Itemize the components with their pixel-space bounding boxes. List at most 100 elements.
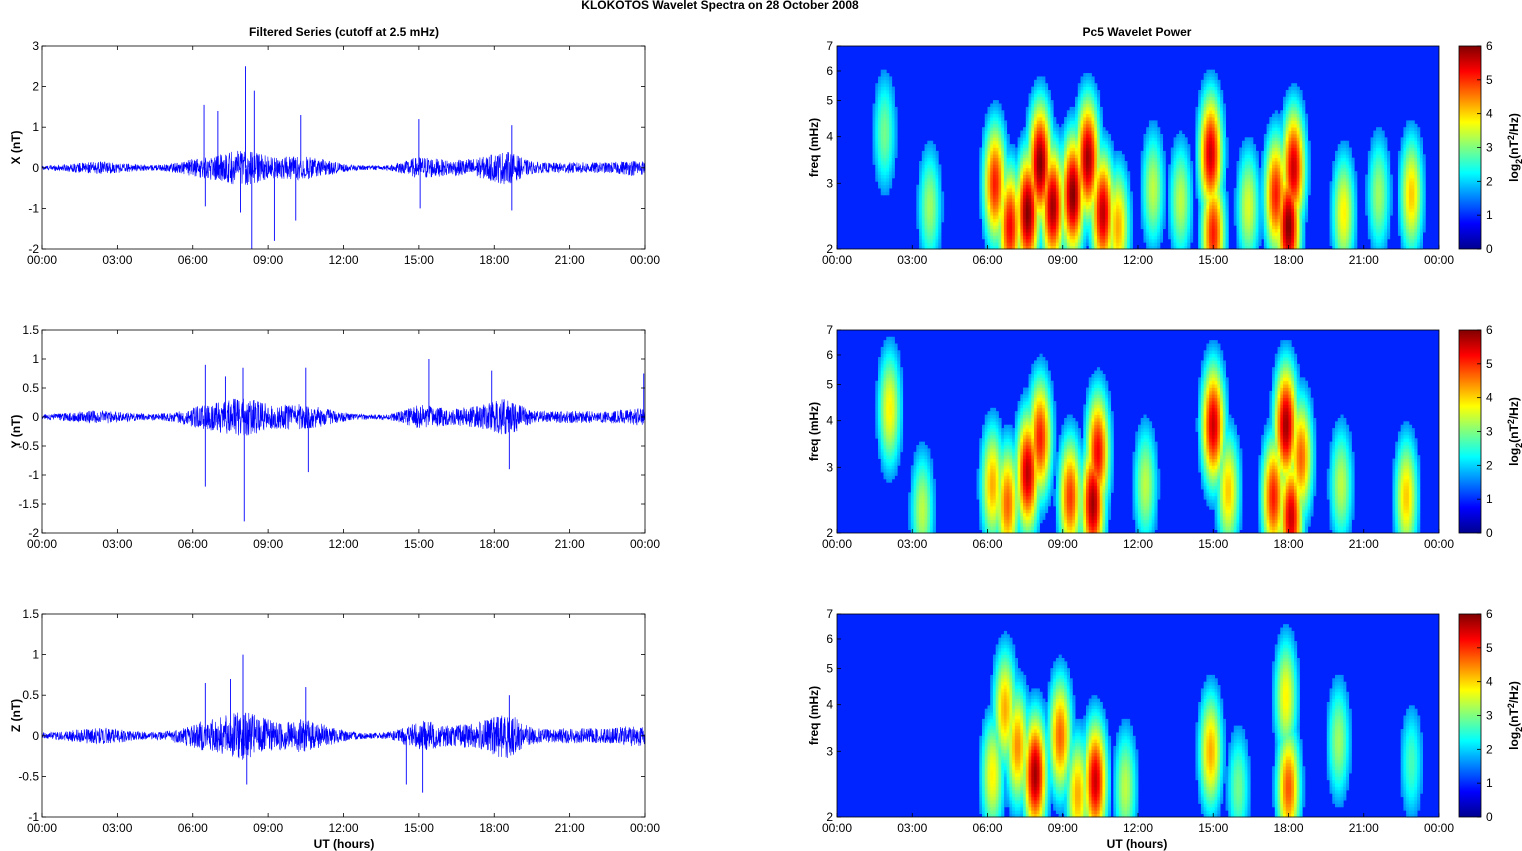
power-cell: [1039, 194, 1043, 199]
power-cell: [1200, 96, 1205, 101]
power-cell: [938, 181, 942, 186]
power-cell: [1047, 96, 1051, 101]
power-cell: [1069, 242, 1073, 247]
power-cell: [1110, 191, 1114, 196]
power-cell: [1006, 177, 1010, 182]
power-cell: [1009, 164, 1013, 169]
power-cell: [1195, 167, 1199, 172]
power-cell: [1058, 205, 1062, 209]
power-cell: [1009, 221, 1013, 226]
power-cell: [1211, 211, 1216, 216]
power-cell: [1042, 232, 1046, 236]
power-cell: [938, 201, 942, 206]
power-cell: [1285, 120, 1289, 125]
power-cell: [1053, 177, 1057, 182]
power-cell: [982, 140, 986, 145]
power-cell: [1053, 191, 1057, 196]
power-cell: [1044, 177, 1049, 182]
power-cell: [1086, 73, 1090, 77]
power-cell: [987, 184, 991, 189]
power-cell: [1179, 208, 1183, 213]
power-cell: [1195, 174, 1199, 179]
power-cell: [1023, 201, 1027, 206]
power-cell: [891, 164, 895, 169]
power-cell: [1058, 221, 1062, 226]
power-cell: [1214, 113, 1218, 118]
power-cell: [1146, 218, 1150, 223]
power-cell: [1140, 188, 1144, 192]
power-cell: [1255, 161, 1259, 165]
power-cell: [1258, 221, 1262, 226]
power-cell: [1083, 188, 1087, 192]
power-cell: [1075, 221, 1079, 226]
power-cell: [1066, 208, 1070, 213]
power-cell: [1184, 140, 1188, 145]
power-cell: [1042, 238, 1046, 243]
power-cell: [1061, 157, 1065, 162]
power-cell: [1296, 110, 1300, 115]
power-cell: [1088, 147, 1092, 152]
power-cell: [919, 225, 923, 230]
power-cell: [1280, 215, 1284, 219]
power-cell: [1036, 201, 1040, 206]
power-cell: [1173, 147, 1177, 152]
power-cell: [1225, 218, 1229, 223]
power-cell: [1269, 184, 1273, 189]
power-cell: [1217, 137, 1221, 142]
power-cell: [927, 150, 931, 155]
power-cell: [1034, 83, 1038, 87]
power-cell: [1061, 238, 1065, 243]
power-cell: [1003, 154, 1008, 159]
power-cell: [1066, 218, 1070, 223]
power-cell: [888, 184, 893, 189]
power-cell: [1148, 177, 1153, 182]
power-cell: [1220, 201, 1224, 206]
power-cell: [921, 228, 925, 233]
power-cell: [1285, 174, 1289, 179]
power-cell: [1050, 201, 1054, 206]
power-cell: [1288, 157, 1292, 162]
power-cell: [1283, 113, 1287, 118]
power-cell: [1214, 238, 1218, 243]
power-cell: [1107, 154, 1112, 159]
power-cell: [930, 194, 934, 199]
power-cell: [1075, 96, 1079, 101]
power-cell: [1096, 228, 1101, 233]
power-cell: [1023, 130, 1027, 135]
power-cell: [1296, 137, 1300, 142]
power-cell: [1258, 208, 1262, 213]
power-cell: [1028, 167, 1032, 172]
power-cell: [1214, 117, 1218, 121]
power-cell: [1274, 221, 1278, 226]
power-cell: [1003, 208, 1008, 213]
power-cell: [1118, 157, 1122, 162]
power-cell: [1269, 177, 1273, 182]
power-cell: [1072, 144, 1076, 148]
power-cell: [1129, 201, 1133, 206]
power-cell: [932, 144, 936, 148]
power-cell: [1179, 171, 1183, 175]
power-cell: [1075, 103, 1079, 108]
power-cell: [1261, 167, 1265, 172]
power-cell: [1023, 181, 1027, 186]
power-cell: [1072, 221, 1076, 226]
power-cell: [1220, 215, 1224, 219]
power-cell: [1012, 198, 1016, 203]
power-cell: [1299, 110, 1303, 115]
power-cell: [930, 198, 934, 203]
power-cell: [1094, 184, 1098, 189]
power-cell: [1146, 154, 1150, 159]
power-cell: [1140, 194, 1144, 199]
power-cell: [875, 147, 879, 152]
power-cell: [921, 232, 925, 236]
power-cell: [1006, 218, 1010, 223]
power-cell: [1099, 211, 1103, 216]
power-cell: [1206, 89, 1210, 94]
power-cell: [1143, 171, 1147, 175]
power-cell: [1044, 106, 1049, 111]
power-cell: [1053, 130, 1057, 135]
power-cell: [930, 245, 934, 250]
power-cell: [1247, 181, 1251, 186]
power-cell: [1053, 117, 1057, 121]
power-cell: [1023, 191, 1027, 196]
